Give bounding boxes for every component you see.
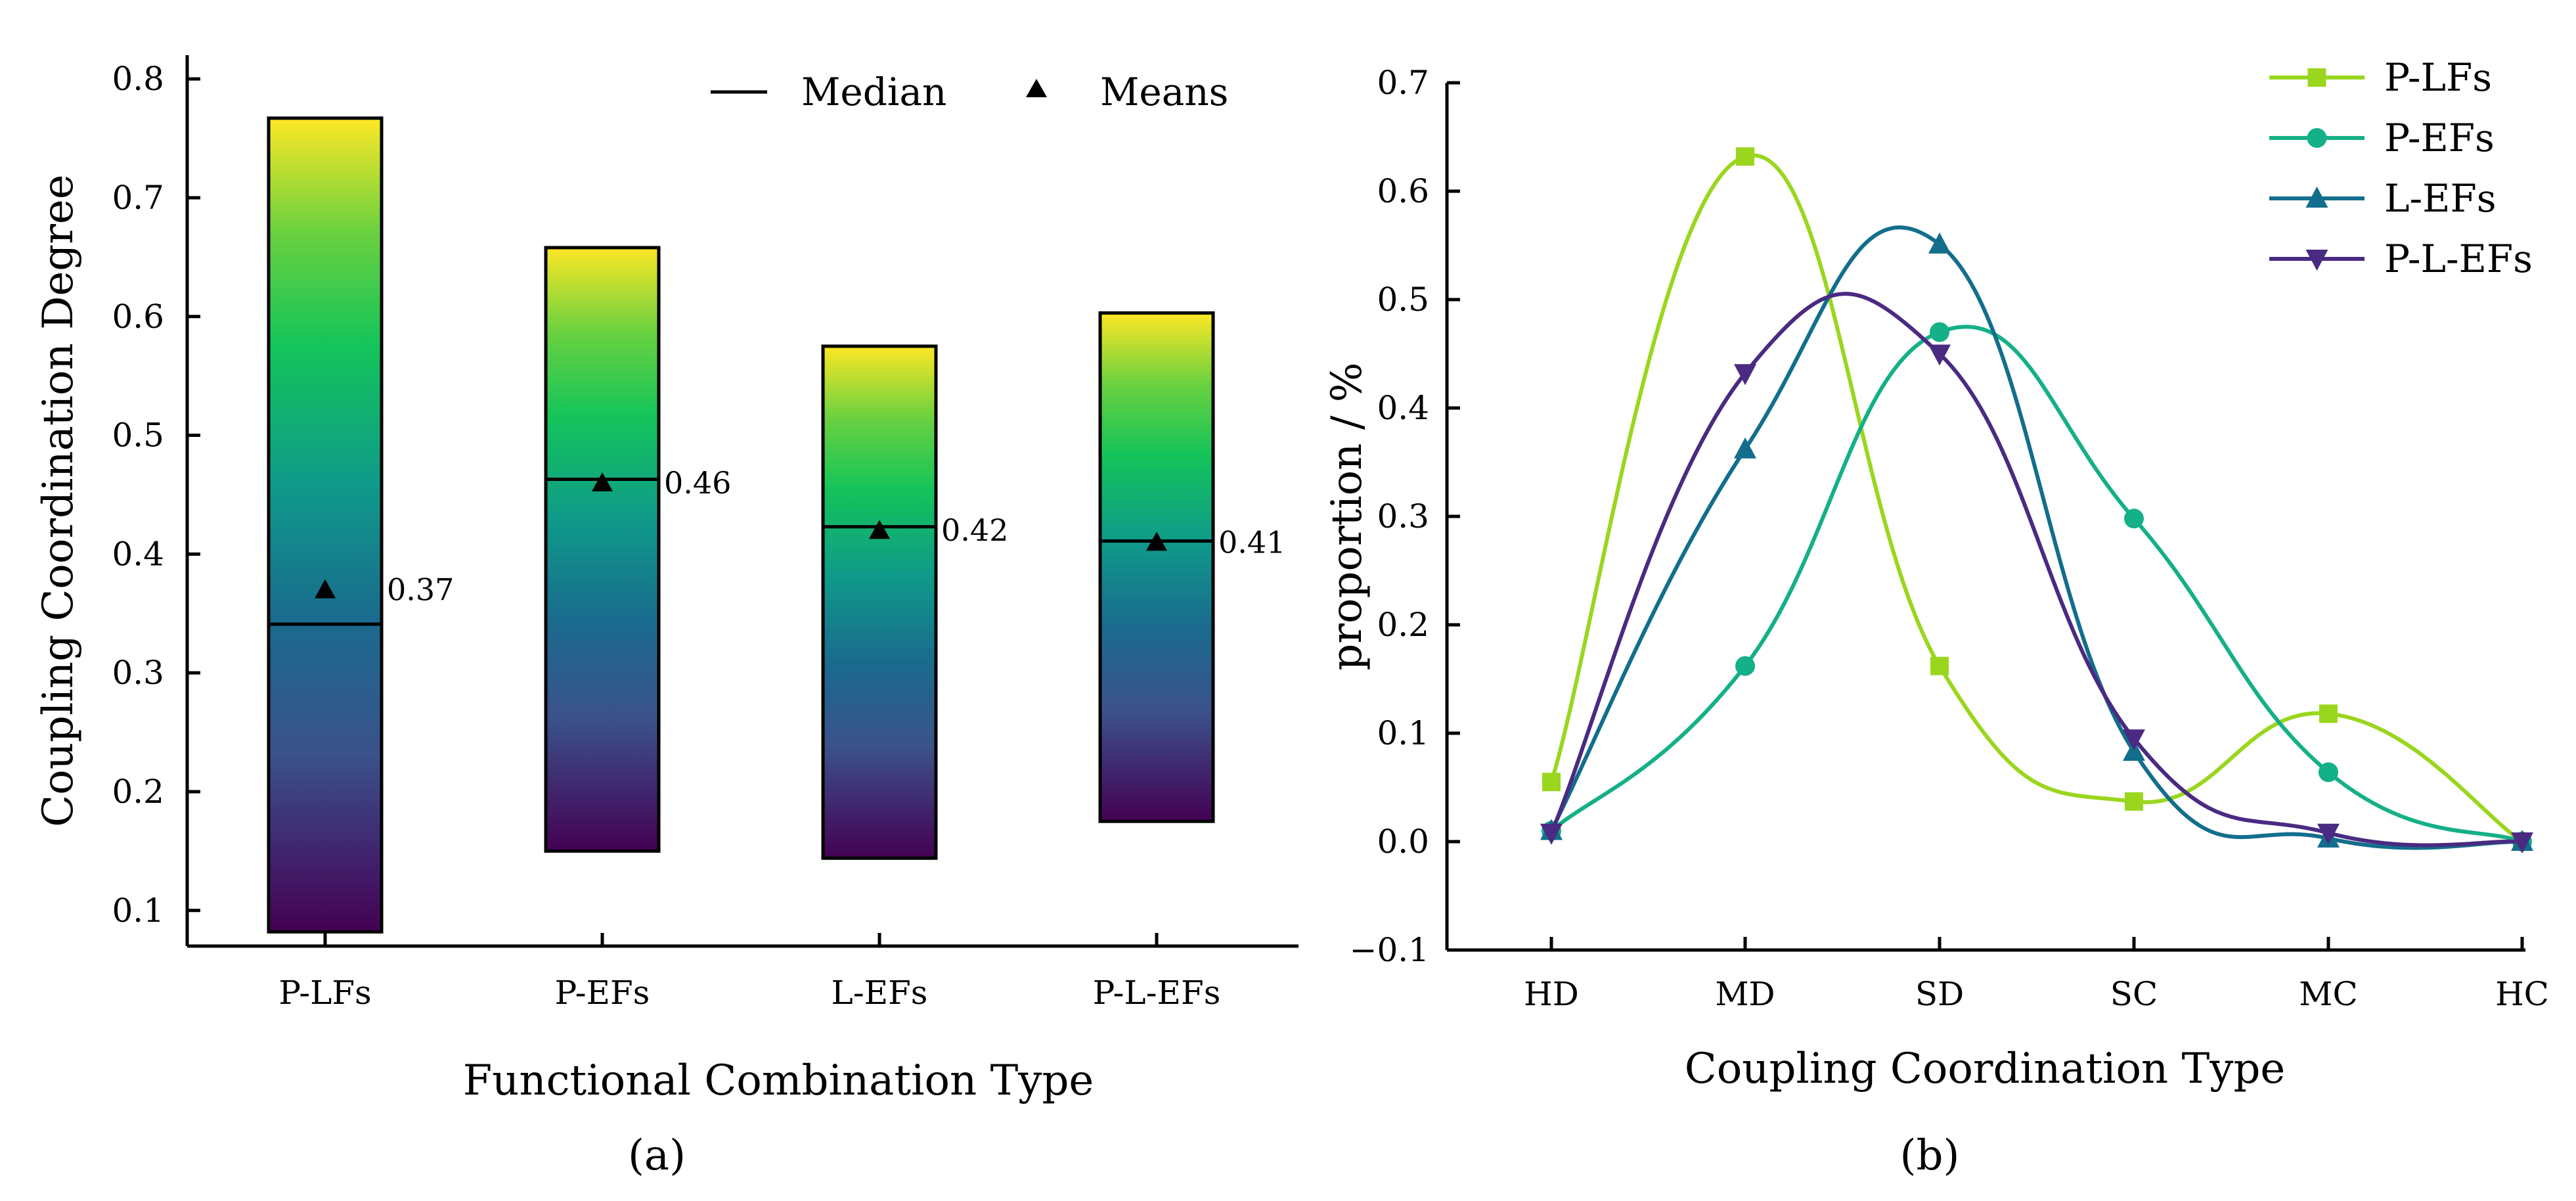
panel-a-y-tick-label: 0.3 <box>112 654 164 692</box>
panel-b-y-tick-label: 0.3 <box>1377 497 1429 535</box>
data-point-p-lfs <box>2319 704 2338 723</box>
panel-b-y-axis-title: proportion / % <box>1323 362 1371 670</box>
panel-a-y-tick-label: 0.4 <box>112 535 164 573</box>
panel-a-y-tick-label: 0.2 <box>112 773 164 811</box>
panel-b-x-tick-label: SD <box>1915 975 1964 1013</box>
panel-a-range-chart: 0.1 0.2 0.3 0.4 0.5 0.6 0.7 0.8 P-LFs P-EFs L-EFs… <box>34 55 1299 1180</box>
mean-value-label: 0.41 <box>1218 524 1285 560</box>
legend-means-label: Means <box>1100 70 1228 114</box>
panel-a-x-tick-label: P-EFs <box>555 974 650 1012</box>
series-line-l-efs <box>1549 225 2523 850</box>
legend-marker-p-efs <box>2307 128 2327 148</box>
data-point-p-l-efs <box>1928 344 1951 366</box>
mean-marker <box>869 520 890 539</box>
panel-b-y-tick-label: 0.4 <box>1377 389 1429 427</box>
mean-value-label: 0.42 <box>941 512 1008 548</box>
data-point-p-lfs <box>1736 147 1754 166</box>
panel-b-y-tick-label: 0.1 <box>1377 714 1429 752</box>
data-point-l-efs <box>1928 232 1951 254</box>
panel-a-x-tick-label: L-EFs <box>832 974 928 1012</box>
series-line-p-efs <box>1550 325 2523 844</box>
panel-b-x-tick-label: HD <box>1524 975 1579 1013</box>
panel-b-y-tick-label: 0.7 <box>1377 64 1429 102</box>
legend-marker-l-efs <box>2305 187 2328 208</box>
panel-b-x-tick-label: MC <box>2299 975 2357 1013</box>
data-point-p-lfs <box>2125 792 2143 811</box>
data-point-p-efs <box>2124 509 2144 529</box>
mean-value-label: 0.37 <box>387 572 454 608</box>
panel-a-y-tick-label: 0.6 <box>112 298 164 336</box>
legend-label-l-efs: L-EFs <box>2384 176 2496 221</box>
panel-a-y-tick-label: 0.7 <box>112 179 164 217</box>
panel-b-y-tick-label: −0.1 <box>1350 931 1429 969</box>
mean-value-label: 0.46 <box>664 465 731 501</box>
panel-b-y-tick-label: 0.0 <box>1377 823 1429 861</box>
data-point-p-lfs <box>1930 656 1949 675</box>
data-point-p-l-efs <box>2511 832 2533 853</box>
legend-label-p-l-efs: P-L-EFs <box>2384 237 2533 281</box>
range-box <box>267 116 384 934</box>
panel-a-y-tick-label: 0.1 <box>112 892 164 930</box>
panel-b-y-tick-label: 0.6 <box>1377 172 1429 210</box>
range-box <box>544 246 661 853</box>
mean-marker <box>592 472 613 491</box>
data-point-p-efs <box>2319 762 2338 782</box>
legend-marker-p-lfs <box>2307 68 2326 87</box>
range-box <box>1098 311 1215 823</box>
panel-b-legend: P-LFs P-EFs L-EFs P-L-EFs <box>2269 55 2533 281</box>
legend-marker-p-l-efs <box>2305 250 2328 271</box>
panel-a-label: (a) <box>628 1131 686 1180</box>
panel-b-y-tick-label: 0.5 <box>1377 281 1429 319</box>
data-point-p-efs <box>1930 322 1949 342</box>
mean-marker <box>1146 532 1167 551</box>
panel-a-y-axis-title: Coupling Coordination Degree <box>34 174 83 827</box>
panel-b-x-axis-title: Coupling Coordination Type <box>1685 1045 2286 1093</box>
panel-a-y-tick-label: 0.5 <box>112 417 164 455</box>
data-point-p-efs <box>1735 656 1755 676</box>
range-box <box>821 344 938 860</box>
panel-a-x-tick-label: P-LFs <box>278 974 371 1012</box>
panel-b-x-tick-label: SC <box>2110 975 2158 1013</box>
panel-a-x-axis-title: Functional Combination Type <box>463 1056 1094 1105</box>
series-line-p-lfs <box>1549 153 2523 844</box>
panel-a-y-tick-label: 0.8 <box>112 60 164 98</box>
panel-b-x-tick-label: MD <box>1715 975 1775 1013</box>
data-point-l-efs <box>1734 437 1756 459</box>
mean-marker <box>315 579 336 599</box>
panel-b-x-tick-label: HC <box>2495 975 2549 1013</box>
panel-b-line-chart: −0.1 0.0 0.1 0.2 0.3 0.4 0.5 0.6 0.7 HD MD SD SC MC H… <box>1323 55 2549 1180</box>
panel-b-label: (b) <box>1900 1131 1960 1180</box>
data-point-p-l-efs <box>2123 729 2145 751</box>
data-point-p-lfs <box>1542 773 1561 792</box>
panel-a-x-tick-label: P-L-EFs <box>1093 974 1221 1012</box>
panel-b-y-tick-label: 0.2 <box>1377 606 1429 644</box>
legend-label-p-lfs: P-LFs <box>2384 55 2492 100</box>
data-point-p-l-efs <box>1734 364 1756 386</box>
legend-label-p-efs: P-EFs <box>2384 116 2495 160</box>
data-point-p-l-efs <box>2317 823 2340 845</box>
legend-means-triangle-icon <box>1026 79 1047 97</box>
legend-median-label: Median <box>801 70 946 114</box>
panel-a-legend: Median Means <box>711 70 1228 114</box>
data-point-p-l-efs <box>1540 823 1563 845</box>
